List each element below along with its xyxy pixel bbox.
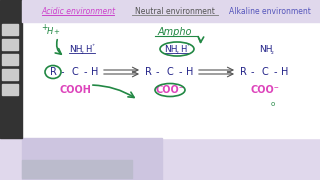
Text: ⁺: ⁺ [92,44,95,50]
Text: NH: NH [259,46,273,55]
Bar [2,54,18,65]
Text: H: H [180,44,186,53]
Text: R: R [50,67,56,77]
Text: -: - [83,67,87,77]
Bar [2,24,18,35]
Text: -: - [250,67,254,77]
Text: R: R [240,67,246,77]
Text: H: H [91,67,99,77]
Bar [22,160,132,178]
Bar [2,39,18,50]
Text: Alkaline environment: Alkaline environment [229,6,311,15]
Text: Ampho: Ampho [158,27,192,37]
Text: -: - [178,67,182,77]
Bar [22,138,162,180]
Text: o: o [271,101,275,107]
Text: R: R [145,67,151,77]
Text: +: + [53,29,59,35]
Text: H: H [281,67,289,77]
Text: COO⁻: COO⁻ [156,85,184,95]
Bar [22,0,320,138]
Text: C: C [167,67,173,77]
Text: NH: NH [164,46,178,55]
Bar [2,84,18,95]
Text: Acidic environment: Acidic environment [41,6,115,15]
Bar [0,0,22,138]
Text: ₂: ₂ [176,49,179,55]
Text: ₂: ₂ [271,49,274,55]
Text: C: C [262,67,268,77]
Bar [22,0,320,22]
Text: -: - [60,67,64,77]
Text: -: - [155,67,159,77]
Text: H: H [47,28,53,37]
Text: ₂: ₂ [81,49,84,55]
Text: Neutral environment: Neutral environment [135,6,215,15]
Text: C: C [72,67,78,77]
Text: H: H [186,67,194,77]
Bar [2,69,18,80]
Text: H: H [85,44,92,53]
Text: COOH: COOH [59,85,91,95]
Text: ⁺: ⁺ [187,44,190,50]
Text: -: - [273,67,277,77]
Text: COO⁻: COO⁻ [251,85,279,95]
Text: NH: NH [69,46,83,55]
Text: +: + [41,22,47,32]
